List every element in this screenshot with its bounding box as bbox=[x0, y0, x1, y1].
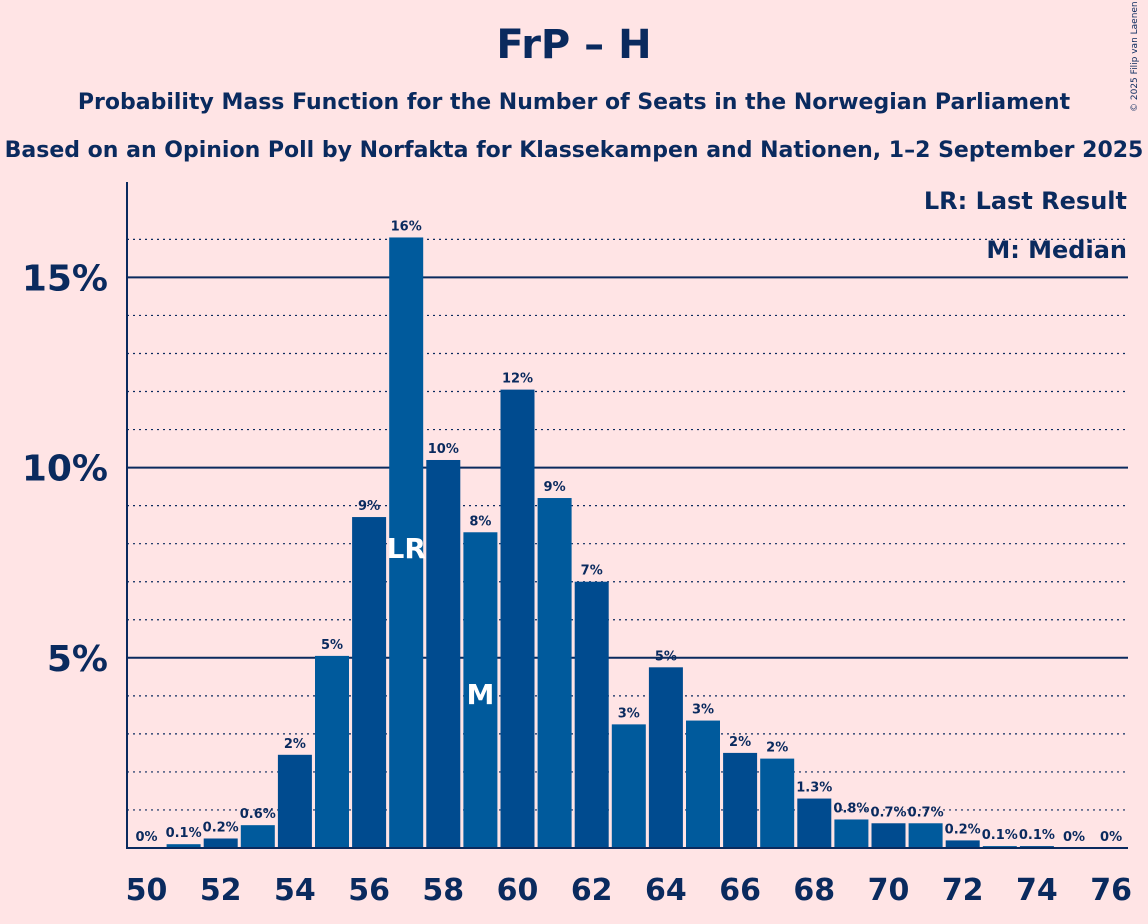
bar-seat-57 bbox=[389, 237, 424, 848]
bar-label-seat-55: 5% bbox=[321, 638, 343, 653]
bar-label-seat-72: 0.2% bbox=[945, 822, 981, 837]
y-tick-label: 5% bbox=[47, 639, 108, 680]
bar-label-seat-56: 9% bbox=[358, 499, 380, 514]
bar-seat-61 bbox=[537, 498, 572, 848]
bar-label-seat-76: 0% bbox=[1100, 830, 1122, 845]
bar-seat-63 bbox=[611, 724, 646, 848]
x-tick-label: 56 bbox=[348, 873, 390, 908]
x-tick-label: 68 bbox=[793, 873, 835, 908]
bar-value-labels: 0% 0.1% 0.2%0.6%2%5%9%16%10%8%12%9%7%3%5%3… bbox=[135, 219, 1122, 845]
legend-median: M: Median bbox=[986, 236, 1127, 264]
x-tick-label: 60 bbox=[497, 873, 539, 908]
bar-seat-64 bbox=[648, 667, 683, 848]
bar-label-seat-51: 0.1% bbox=[166, 826, 202, 841]
bar-label-seat-61: 9% bbox=[544, 480, 566, 495]
bar-label-seat-62: 7% bbox=[581, 564, 603, 579]
bar-seat-56 bbox=[352, 517, 387, 848]
bar-seat-65 bbox=[686, 720, 720, 848]
bar-label-seat-65: 3% bbox=[692, 703, 714, 718]
bar-seat-51 bbox=[166, 844, 201, 848]
bar-seat-69 bbox=[834, 819, 869, 848]
bar-label-seat-66: 2% bbox=[729, 735, 751, 750]
axes bbox=[126, 182, 1128, 849]
bar-label-seat-70: 0.7% bbox=[870, 805, 906, 820]
bars bbox=[166, 237, 1054, 848]
x-tick-label: 50 bbox=[126, 873, 168, 908]
x-tick-label: 64 bbox=[645, 873, 687, 908]
median-marker: M bbox=[466, 678, 494, 711]
x-tick-labels: 50 52 54 56 58 60 62 64 66 68 70 72 74 76 bbox=[126, 873, 1132, 908]
y-tick-label: 10% bbox=[22, 449, 108, 490]
legend-last-result: LR: Last Result bbox=[924, 187, 1127, 215]
bar-seat-58 bbox=[426, 459, 461, 848]
x-tick-label: 66 bbox=[719, 873, 761, 908]
chart-subtitle: Probability Mass Function for the Number… bbox=[77, 90, 1071, 115]
bar-seat-62 bbox=[574, 581, 609, 848]
x-tick-label: 58 bbox=[422, 873, 464, 908]
bar-seat-66 bbox=[723, 752, 758, 848]
bar-label-seat-52: 0.2% bbox=[203, 820, 239, 835]
bar-label-seat-53: 0.6% bbox=[240, 807, 276, 822]
bar-label-seat-59: 8% bbox=[469, 514, 491, 529]
bar-seat-53 bbox=[240, 825, 275, 848]
y-tick-labels: 5% 10% 15% bbox=[22, 258, 108, 679]
bar-label-seat-57: 16% bbox=[391, 219, 422, 234]
bar-seat-72 bbox=[945, 840, 980, 848]
x-tick-label: 74 bbox=[1016, 873, 1058, 908]
grid-lines bbox=[127, 238, 1128, 811]
bar-label-seat-75: 0% bbox=[1063, 830, 1085, 845]
last-result-marker: LR bbox=[386, 532, 425, 565]
bar-label-seat-58: 10% bbox=[428, 442, 459, 457]
bar-seat-59 bbox=[463, 532, 498, 848]
x-tick-label: 72 bbox=[942, 873, 984, 908]
x-tick-label: 76 bbox=[1090, 873, 1132, 908]
bar-seat-71 bbox=[908, 823, 943, 848]
bar-seat-52 bbox=[203, 838, 238, 848]
x-tick-label: 54 bbox=[274, 873, 316, 908]
bar-seat-68 bbox=[797, 798, 832, 848]
bar-label-seat-74: 0.1% bbox=[1019, 828, 1055, 843]
bar-label-seat-68: 1.3% bbox=[796, 781, 832, 796]
chart-title: FrP – H bbox=[496, 22, 652, 68]
bar-label-seat-67: 2% bbox=[766, 741, 788, 756]
bar-label-seat-60: 12% bbox=[502, 372, 533, 387]
bar-label-seat-50: 0% bbox=[135, 830, 157, 845]
x-tick-label: 52 bbox=[200, 873, 242, 908]
bar-label-seat-64: 5% bbox=[655, 649, 677, 664]
bar-seat-55 bbox=[315, 655, 349, 848]
bar-label-seat-63: 3% bbox=[618, 706, 640, 721]
bar-label-seat-54: 2% bbox=[284, 737, 306, 752]
x-tick-label: 70 bbox=[868, 873, 910, 908]
bar-seat-70 bbox=[871, 823, 906, 848]
bar-label-seat-71: 0.7% bbox=[908, 805, 944, 820]
bar-seat-67 bbox=[760, 758, 795, 848]
bar-seat-60 bbox=[500, 389, 535, 848]
bar-label-seat-73: 0.1% bbox=[982, 828, 1018, 843]
x-tick-label: 62 bbox=[571, 873, 613, 908]
bar-label-seat-69: 0.8% bbox=[833, 801, 869, 816]
bar-seat-54 bbox=[277, 754, 312, 848]
y-tick-label: 15% bbox=[22, 258, 108, 299]
chart-subtitle-source: Based on an Opinion Poll by Norfakta for… bbox=[4, 138, 1144, 163]
markers: LR M bbox=[386, 532, 494, 711]
